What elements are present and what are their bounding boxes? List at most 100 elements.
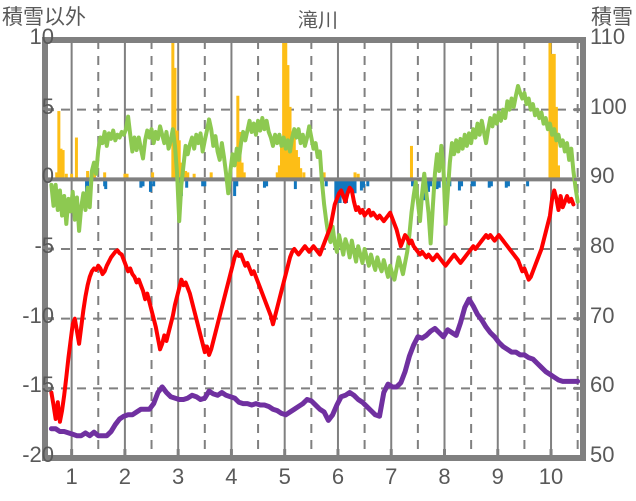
bar — [209, 172, 213, 180]
xtick-label: 1 — [65, 464, 78, 489]
ytick-label-right: 90 — [590, 163, 615, 189]
bar — [265, 179, 269, 187]
left-axis-caption: 積雪以外 — [2, 6, 86, 29]
bar — [282, 40, 286, 180]
ytick-label-left: -20 — [22, 442, 54, 467]
bar — [284, 40, 288, 180]
right-axis-caption: 積雪 — [591, 6, 633, 29]
bar — [280, 147, 284, 180]
series-group — [45, 40, 583, 439]
bar — [334, 179, 338, 204]
bar — [125, 173, 129, 180]
ytick-label-right: 110 — [590, 24, 626, 49]
bar — [504, 179, 508, 188]
bar — [262, 179, 266, 188]
bar — [470, 179, 474, 187]
ytick-label-right: 60 — [590, 372, 615, 398]
bar — [552, 53, 556, 180]
ytick-label-left: 10 — [29, 24, 54, 49]
xtick-label: 8 — [438, 464, 451, 489]
bar — [177, 140, 181, 180]
bar — [240, 162, 244, 180]
bar — [235, 179, 239, 187]
bar — [292, 134, 296, 180]
bar — [192, 173, 196, 180]
bar — [409, 145, 413, 180]
bar — [336, 179, 340, 204]
bar — [186, 172, 190, 180]
bar — [70, 173, 74, 180]
bar — [359, 179, 363, 191]
bar — [457, 179, 461, 191]
xtick-label: 6 — [331, 464, 345, 489]
bar — [185, 179, 189, 188]
bar — [548, 40, 552, 180]
bar — [103, 172, 107, 180]
bar — [556, 165, 560, 180]
bar — [123, 173, 127, 180]
bar — [74, 137, 78, 180]
xtick-label: 2 — [118, 464, 132, 489]
bar — [233, 179, 237, 197]
bar — [61, 150, 65, 180]
bar — [236, 95, 240, 180]
bar — [506, 179, 510, 187]
bar — [322, 172, 326, 180]
ytick-label-left: -15 — [22, 372, 54, 398]
ytick-label-right: 80 — [590, 233, 615, 258]
xtick-label: 9 — [491, 464, 504, 489]
bar — [435, 179, 439, 190]
bar — [184, 170, 188, 180]
bar — [203, 179, 207, 187]
xtick-label: 7 — [385, 464, 398, 489]
ytick-label-left: 5 — [41, 93, 54, 119]
bar — [151, 172, 155, 180]
bar — [340, 179, 344, 197]
bar — [550, 53, 554, 180]
bar — [290, 131, 294, 180]
bar — [173, 67, 177, 180]
bar — [526, 179, 530, 187]
ytick-label-left: -10 — [22, 302, 54, 328]
xtick-label: 5 — [278, 464, 291, 489]
bar — [141, 179, 145, 187]
bar — [86, 170, 90, 180]
bar — [86, 179, 90, 187]
ytick-label-left: 0 — [41, 163, 54, 189]
bar — [356, 173, 360, 180]
ytick-label-right: 70 — [590, 302, 615, 328]
chart-title: 滝川 — [298, 10, 338, 32]
bar — [324, 179, 328, 187]
ytick-label-right: 50 — [590, 442, 615, 467]
bar — [353, 179, 357, 194]
bar — [294, 150, 298, 180]
bar — [460, 179, 464, 187]
ytick-label-left: -5 — [34, 233, 54, 258]
purple-line — [48, 296, 581, 439]
bar — [299, 168, 303, 180]
bar — [297, 157, 301, 180]
bar — [489, 179, 493, 187]
bar — [57, 111, 61, 180]
bar — [487, 179, 491, 188]
bar — [362, 179, 366, 188]
orange-bars — [55, 40, 560, 180]
bar — [171, 40, 175, 180]
xtick-label: 4 — [225, 464, 238, 489]
bar — [104, 179, 108, 190]
bar — [64, 173, 68, 180]
bar — [349, 179, 353, 188]
bar — [293, 179, 297, 190]
xtick-label: 3 — [172, 464, 185, 489]
bar — [242, 172, 246, 180]
bar — [139, 179, 143, 188]
bar — [148, 179, 152, 192]
bar — [342, 179, 346, 204]
bar — [472, 179, 476, 187]
bar — [411, 179, 415, 187]
bar — [201, 179, 205, 187]
bar — [437, 179, 441, 188]
green-line — [49, 83, 580, 282]
bar — [429, 179, 433, 187]
